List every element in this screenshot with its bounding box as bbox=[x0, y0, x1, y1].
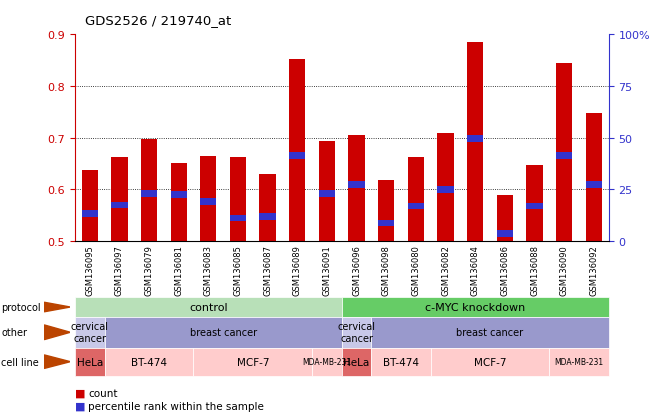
Text: MCF-7: MCF-7 bbox=[236, 357, 269, 367]
Text: GSM136081: GSM136081 bbox=[174, 244, 183, 295]
Bar bbox=[289, 59, 305, 242]
Text: BT-474: BT-474 bbox=[383, 357, 419, 367]
Polygon shape bbox=[44, 325, 70, 340]
Text: HeLa: HeLa bbox=[344, 357, 370, 367]
Text: cervical
cancer: cervical cancer bbox=[338, 322, 376, 343]
Text: GSM136096: GSM136096 bbox=[352, 244, 361, 295]
Bar bbox=[497, 230, 513, 237]
Bar bbox=[527, 165, 543, 242]
Bar bbox=[171, 192, 187, 199]
Text: GSM136090: GSM136090 bbox=[560, 244, 569, 295]
Text: GDS2526 / 219740_at: GDS2526 / 219740_at bbox=[85, 14, 231, 27]
Text: GSM136097: GSM136097 bbox=[115, 244, 124, 295]
Bar bbox=[81, 170, 98, 242]
Bar bbox=[467, 136, 484, 143]
Text: MDA-MB-231: MDA-MB-231 bbox=[302, 357, 352, 366]
Bar bbox=[527, 203, 543, 210]
Text: GSM136082: GSM136082 bbox=[441, 244, 450, 295]
Bar bbox=[81, 211, 98, 218]
Bar bbox=[408, 158, 424, 242]
Text: GSM136084: GSM136084 bbox=[471, 244, 480, 295]
Text: HeLa: HeLa bbox=[77, 357, 103, 367]
Text: breast cancer: breast cancer bbox=[456, 328, 523, 337]
Text: GSM136083: GSM136083 bbox=[204, 244, 213, 295]
Text: c-MYC knockdown: c-MYC knockdown bbox=[425, 302, 525, 312]
Text: MCF-7: MCF-7 bbox=[474, 357, 506, 367]
Bar bbox=[111, 158, 128, 242]
Text: ■: ■ bbox=[75, 401, 85, 411]
Text: cell line: cell line bbox=[1, 357, 39, 367]
Text: other: other bbox=[1, 328, 27, 337]
Bar bbox=[378, 220, 395, 227]
Text: percentile rank within the sample: percentile rank within the sample bbox=[88, 401, 264, 411]
Bar bbox=[467, 43, 484, 242]
Bar bbox=[319, 142, 335, 242]
Bar bbox=[260, 174, 276, 242]
Bar bbox=[319, 191, 335, 197]
Text: GSM136086: GSM136086 bbox=[501, 244, 509, 295]
Bar bbox=[200, 199, 217, 206]
Bar bbox=[556, 153, 572, 160]
Text: GSM136088: GSM136088 bbox=[530, 244, 539, 295]
Bar bbox=[437, 187, 454, 193]
Bar bbox=[141, 140, 157, 242]
Polygon shape bbox=[44, 355, 70, 368]
Text: GSM136087: GSM136087 bbox=[263, 244, 272, 295]
Text: GSM136089: GSM136089 bbox=[293, 244, 302, 295]
Bar bbox=[141, 191, 157, 197]
Bar bbox=[556, 64, 572, 242]
Bar bbox=[230, 215, 246, 222]
Bar bbox=[348, 182, 365, 189]
Bar bbox=[408, 203, 424, 210]
Text: GSM136092: GSM136092 bbox=[589, 244, 598, 295]
Bar bbox=[230, 157, 246, 242]
Text: cervical
cancer: cervical cancer bbox=[71, 322, 109, 343]
Bar bbox=[497, 195, 513, 242]
Text: BT-474: BT-474 bbox=[131, 357, 167, 367]
Bar bbox=[260, 214, 276, 220]
Text: count: count bbox=[88, 388, 117, 398]
Text: GSM136091: GSM136091 bbox=[322, 244, 331, 295]
Bar bbox=[586, 182, 602, 189]
Text: GSM136080: GSM136080 bbox=[411, 244, 421, 295]
Text: ■: ■ bbox=[75, 388, 85, 398]
Text: breast cancer: breast cancer bbox=[189, 328, 256, 337]
Text: protocol: protocol bbox=[1, 302, 41, 312]
Text: GSM136079: GSM136079 bbox=[145, 244, 154, 295]
Bar bbox=[378, 180, 395, 242]
Text: MDA-MB-231: MDA-MB-231 bbox=[555, 357, 603, 366]
Bar bbox=[437, 133, 454, 242]
Bar bbox=[111, 202, 128, 209]
Text: GSM136098: GSM136098 bbox=[381, 244, 391, 295]
Bar bbox=[348, 136, 365, 242]
Bar bbox=[200, 157, 217, 242]
Text: GSM136085: GSM136085 bbox=[234, 244, 242, 295]
Bar bbox=[171, 163, 187, 242]
Bar bbox=[289, 153, 305, 160]
Text: control: control bbox=[189, 302, 228, 312]
Bar bbox=[586, 114, 602, 242]
Text: GSM136095: GSM136095 bbox=[85, 244, 94, 295]
Polygon shape bbox=[44, 302, 70, 312]
